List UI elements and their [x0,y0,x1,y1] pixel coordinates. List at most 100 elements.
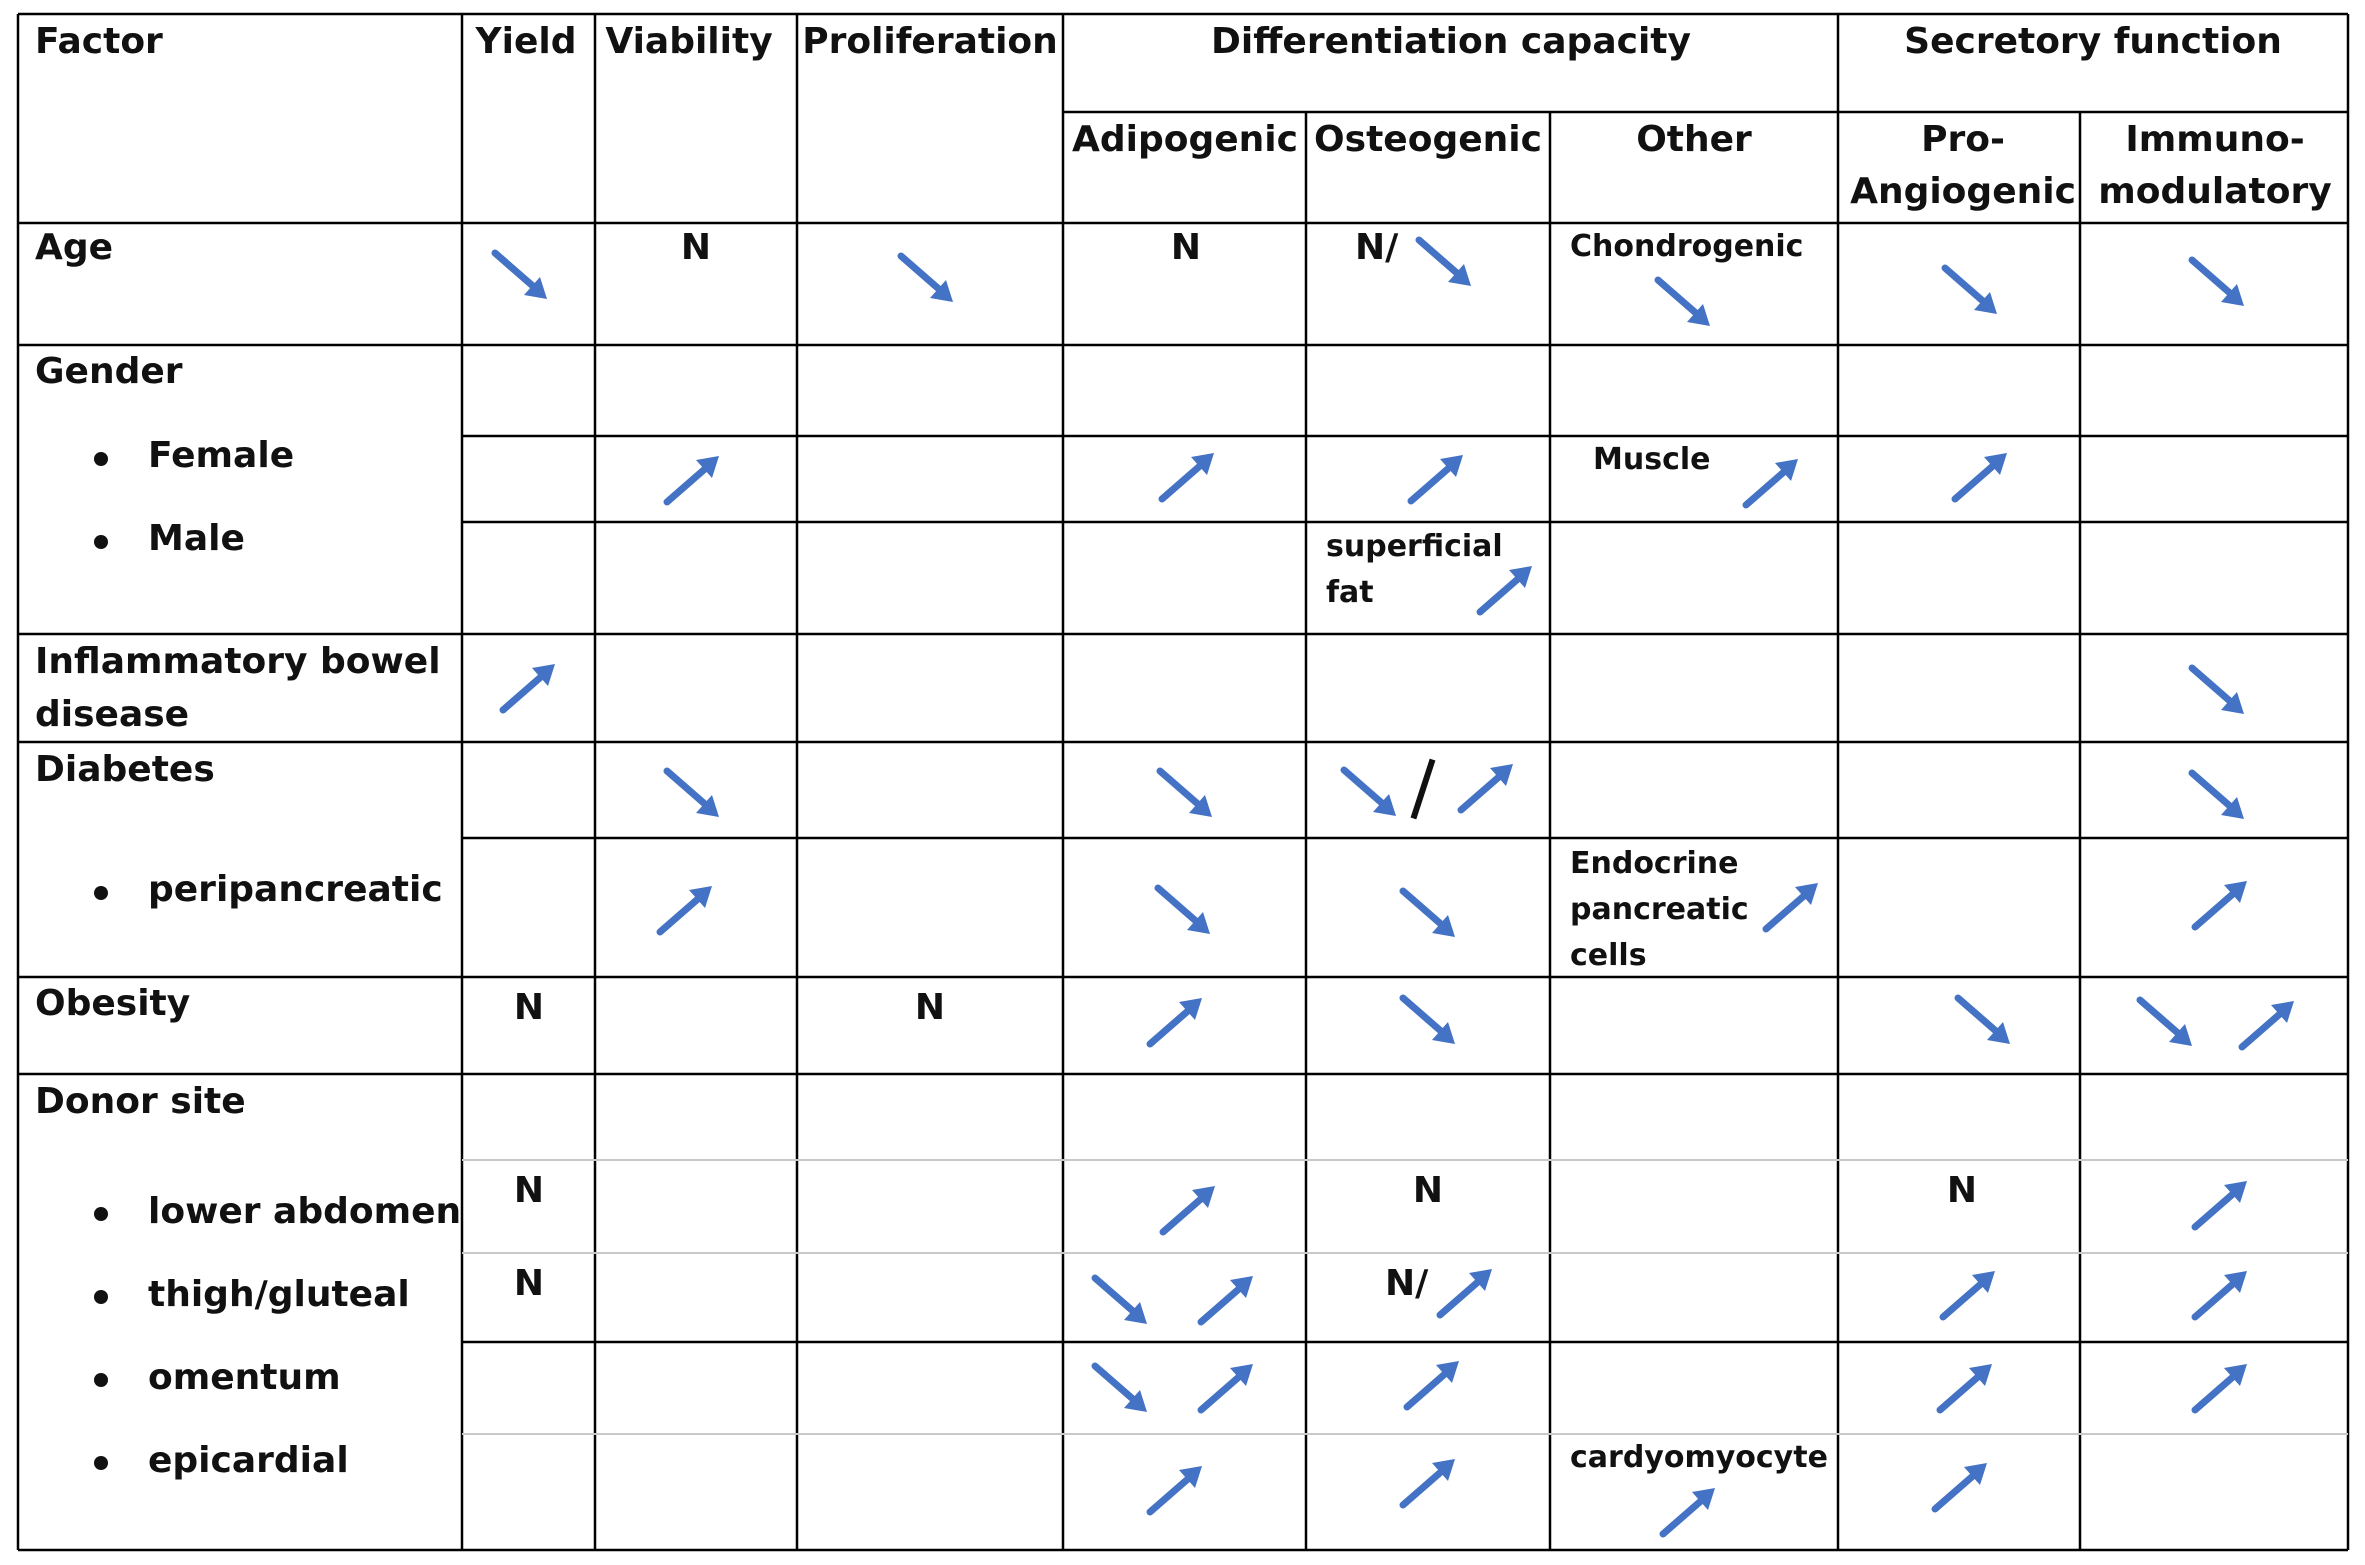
header-pro-angiogenic-line2: Angiogenic [1850,171,2076,212]
factor-ibd-line2: disease [35,694,190,735]
arrow-up-icon [2195,1181,2247,1227]
arrow-up-icon [1940,1364,1992,1410]
header-yield: Yield [475,21,577,62]
header-viability: Viability [605,21,773,62]
header-immunomodulatory-line1: Immuno- [2125,119,2305,160]
arrow-up-icon [1935,1463,1987,1509]
arrow-up-icon [1746,459,1798,505]
arrow-up-icon [1163,1186,1215,1232]
bullet-omentum [94,1373,108,1387]
arrow-up-icon [1955,453,2007,499]
arrow-up-icon [2195,1271,2247,1317]
cell-peripancreatic-other-endocrine: Endocrine [1570,846,1739,881]
cell-thigh-gluteal-yield: N [513,1263,545,1304]
cell-lower-abdomen-yield: N [513,1170,545,1211]
bullet-thigh-gluteal [94,1290,108,1304]
factor-donor-site: Donor site [35,1081,246,1122]
arrow-down-icon [1658,280,1710,326]
header-proliferation: Proliferation [802,21,1058,62]
arrow-up-icon [1150,1466,1202,1512]
factor-thigh-gluteal: thigh/gluteal [148,1274,410,1315]
factor-lower-abdomen: lower abdomen [148,1191,462,1232]
cell-age-osteogenic: N/ [1355,227,1399,268]
header-immunomodulatory-line2: modulatory [2098,171,2332,212]
arrow-up-icon [1403,1459,1455,1505]
arrow-up-icon [1943,1271,1995,1317]
cell-female-other-muscle: Muscle [1593,442,1711,477]
cell-thigh-gluteal-osteogenic: N/ [1385,1263,1429,1304]
cell-epicardial-other-cardyomyocyte: cardyomyocyte [1570,1440,1828,1475]
header-pro-angiogenic-line1: Pro- [1921,119,2005,160]
factor-male: Male [148,518,245,559]
arrow-down-icon [901,256,953,302]
factor-gender: Gender [35,351,183,392]
bullet-epicardial [94,1456,108,1470]
arrow-down-icon [2192,773,2244,819]
factor-female: Female [148,435,295,476]
cell-peripancreatic-other-cells: cells [1570,938,1647,973]
cell-obesity-yield: N [513,987,545,1028]
header-other: Other [1636,119,1752,160]
arrow-down-icon [1403,891,1455,937]
arrow-down-icon [1344,770,1396,816]
arrow-up-icon [1766,883,1818,929]
bullet-male [94,535,108,549]
arrow-down-icon [2195,881,2247,927]
arrow-down-icon [1945,268,1997,314]
cell-lower-abdomen-pro-angiogenic: N [1946,1170,1978,1211]
cell-male-osteogenic-fat: fat [1326,575,1374,610]
factor-ibd-line1: Inflammatory bowel [35,641,441,682]
arrow-down-icon [1403,998,1455,1044]
cell-age-viability: N [680,227,712,268]
arrow-up-icon [667,456,719,502]
arrow-down-icon [1158,888,1210,934]
arrow-down-icon [495,253,547,299]
cell-peripancreatic-other-pancreatic: pancreatic [1570,892,1749,927]
arrow-up-icon [1407,1361,1459,1407]
cell-male-osteogenic-superficial: superficial [1326,529,1503,564]
arrow-up-icon [1411,455,1463,501]
header-secretory-function: Secretory function [1904,21,2282,62]
factor-peripancreatic: peripancreatic [148,869,443,910]
header-factor: Factor [35,21,163,62]
arrow-up-icon [2195,1364,2247,1410]
factor-omentum: omentum [148,1357,341,1398]
arrow-up-icon [1461,764,1513,810]
factor-diabetes: Diabetes [35,749,215,790]
arrow-down-icon [1095,1366,1147,1412]
arrow-down-icon [2192,260,2244,306]
arrow-up-icon [503,664,555,710]
arrow-up-icon [1201,1364,1253,1410]
header-osteogenic: Osteogenic [1314,119,1542,160]
arrow-down-icon [1160,771,1212,817]
bullet-female [94,452,108,466]
factor-epicardial: epicardial [148,1440,349,1481]
arrow-up-icon [1663,1488,1715,1534]
arrow-up-icon [2242,1001,2294,1047]
factor-obesity: Obesity [35,983,191,1024]
arrow-up-icon [660,886,712,932]
arrow-down-icon [1095,1278,1147,1324]
arrow-down-icon [667,771,719,817]
factor-age: Age [35,227,114,268]
header-differentiation-capacity: Differentiation capacity [1211,21,1691,62]
bullet-lower-abdomen [94,1207,108,1221]
header-adipogenic: Adipogenic [1072,119,1298,160]
arrow-down-icon [1958,998,2010,1044]
arrow-down-icon [2192,668,2244,714]
arrow-up-icon [1162,453,1214,499]
cell-lower-abdomen-osteogenic: N [1412,1170,1444,1211]
cell-age-other-chondrogenic: Chondrogenic [1570,229,1804,264]
arrow-up-icon [1150,998,1202,1044]
cell-age-adipogenic: N [1170,227,1202,268]
arrow-down-icon [2140,1000,2192,1046]
arrow-up-icon [1440,1269,1492,1315]
arrow-down-icon [1419,240,1471,286]
arrow-up-icon [1201,1276,1253,1322]
bullet-peripancreatic [94,886,108,900]
cell-obesity-proliferation: N [914,987,946,1028]
arrow-up-icon [1480,566,1532,612]
